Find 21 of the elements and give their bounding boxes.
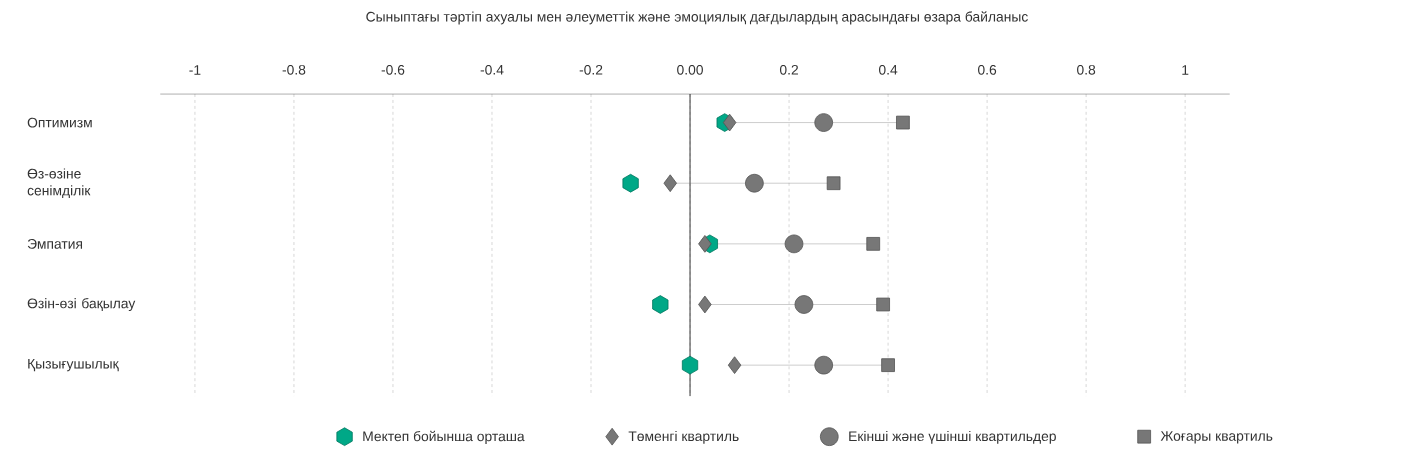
x-tick-label: 0.2	[779, 65, 798, 75]
x-tick-label: -0.4	[480, 65, 504, 75]
legend-label: Мектеп бойынша орташа	[363, 431, 525, 445]
y-tick-label: Эмпатия	[27, 239, 83, 250]
x-tick-label: -0.8	[282, 65, 306, 75]
x-tick-label: 0.8	[1077, 65, 1096, 75]
x-tick-label: 0.4	[878, 65, 898, 75]
x-tick-label: 1	[1182, 65, 1189, 75]
x-tick-label: 0.6	[978, 65, 997, 75]
x-tick-label: -0.6	[381, 65, 405, 75]
x-tick-label: -1	[189, 65, 201, 75]
y-tick-label: Өзін-өзі бақылау	[27, 298, 136, 312]
x-tick-label: 0.00	[677, 65, 703, 75]
legend-label: Екінші және үшінші квартильдер	[849, 431, 1056, 445]
chart-title: Сыныптағы тәртіп ахуалы мен әлеуметтік және эмоциялық дағдылардың арасындағы өзара байланыс	[366, 11, 1028, 25]
y-tick-label: Қызығушылық	[28, 359, 119, 372]
y-tick-label: Өз-өзіне сенімділік	[27, 168, 91, 199]
legend-label: Жоғары квартиль	[1160, 431, 1273, 444]
legend-label: Төменгі квартиль	[628, 431, 739, 445]
y-tick-label: Оптимизм	[27, 117, 92, 128]
x-tick-label: -0.2	[579, 65, 603, 75]
